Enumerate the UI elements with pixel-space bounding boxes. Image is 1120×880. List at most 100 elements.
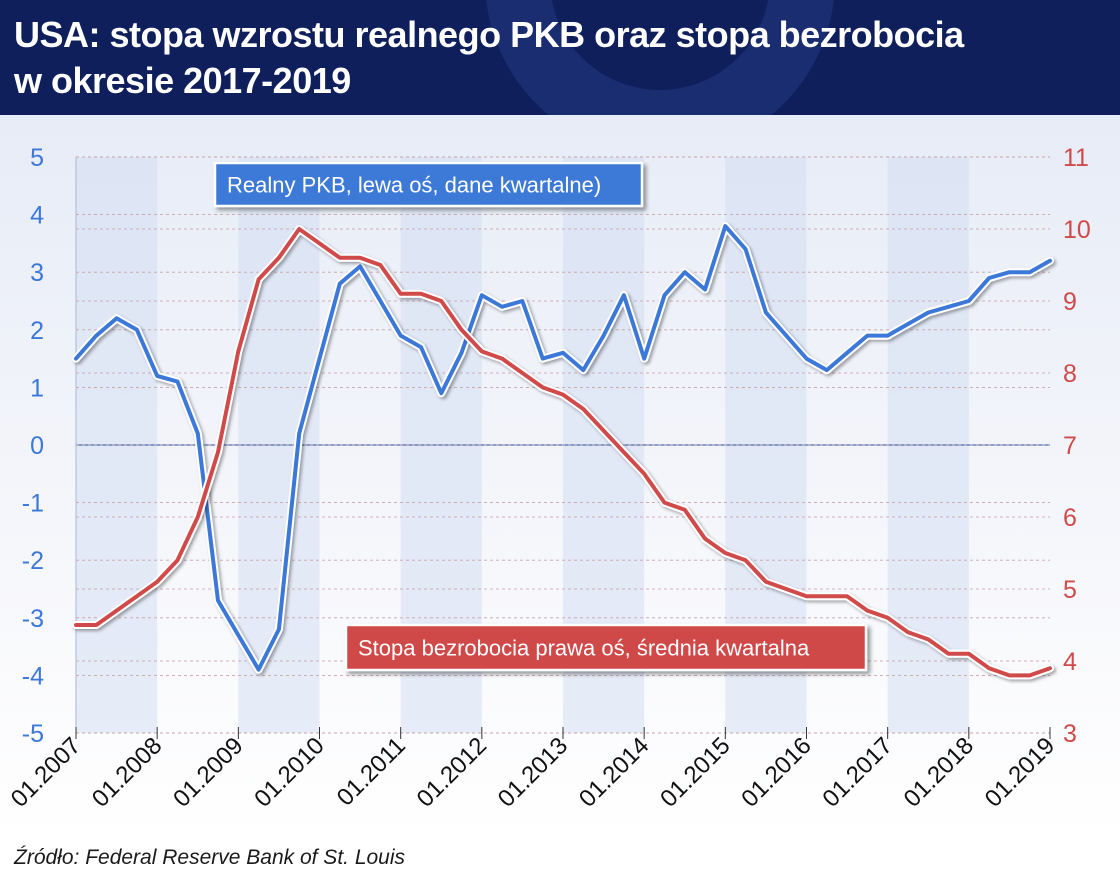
gdp-point — [217, 599, 219, 602]
unemployment-point — [887, 617, 889, 619]
gdp-point — [115, 317, 118, 319]
gdp-point — [643, 358, 645, 360]
right-tick-label: 8 — [1063, 360, 1077, 388]
left-tick-label: -5 — [22, 720, 44, 748]
series-lines — [72, 222, 1054, 680]
unemployment-point — [95, 624, 97, 626]
x-tick-label: 01.2008 — [87, 732, 167, 812]
x-tick-label: 01.2014 — [574, 732, 654, 812]
unemployment-point — [846, 595, 848, 597]
unemployment-point — [176, 559, 179, 561]
unemployment-point — [359, 257, 361, 259]
gdp-point — [420, 346, 422, 348]
gdp-point — [237, 634, 239, 636]
gdp-point — [1008, 271, 1011, 273]
x-tick-label: 01.2016 — [736, 732, 816, 812]
gdp-point — [704, 288, 706, 291]
gdp-point — [623, 294, 625, 296]
gdp-point — [562, 352, 564, 354]
unemployment-point — [197, 516, 199, 518]
gdp-point — [887, 334, 889, 337]
right-tick-label: 4 — [1063, 648, 1077, 676]
gdp-point — [684, 271, 686, 273]
gdp-point — [197, 432, 199, 435]
unemployment-point — [602, 430, 605, 432]
unemployment-point — [684, 509, 686, 511]
series-label-text: Realny PKB, lewa oś, dane kwartalne) — [227, 173, 601, 198]
x-tick-label: 01.2013 — [493, 732, 573, 812]
unemployment-point — [298, 228, 300, 230]
x-tick-label: 01.2007 — [6, 732, 86, 812]
unemployment-point — [785, 588, 787, 590]
left-tick-label: -3 — [22, 605, 44, 633]
chart-header: USA: stopa wzrostu realnego PKB oraz sto… — [0, 0, 1120, 115]
header-watermark-circle — [486, 0, 834, 115]
unemployment-point — [866, 610, 868, 612]
gdp-point — [359, 265, 361, 268]
unemployment-point — [460, 329, 463, 331]
gdp-point — [298, 432, 300, 435]
right-tick-label: 5 — [1063, 576, 1077, 604]
unemployment-point — [643, 473, 645, 475]
left-tick-label: 2 — [30, 317, 44, 345]
chart-title-line1: USA: stopa wzrostu realnego PKB oraz sto… — [14, 14, 964, 55]
x-tick-label: 01.2018 — [899, 732, 979, 812]
gdp-point — [1049, 260, 1051, 262]
unemployment-point — [318, 242, 321, 244]
unemployment-point — [562, 394, 564, 396]
x-tick-label: 01.2019 — [980, 732, 1060, 812]
gdp-point — [724, 225, 726, 227]
gdp-point — [663, 294, 666, 296]
right-tick-label: 11 — [1063, 144, 1089, 172]
unemployment-point — [1008, 674, 1011, 677]
gdp-point — [947, 306, 950, 308]
gdp-point — [745, 248, 747, 250]
unemployment-point — [805, 595, 808, 597]
unemployment-point — [501, 358, 503, 360]
unemployment-point — [156, 581, 158, 583]
gdp-point — [339, 283, 341, 285]
unemployment-point — [339, 257, 341, 259]
unemployment-point — [278, 257, 280, 259]
right-axis: 11 10 9 8 7 6 5 4 3 — [1063, 144, 1091, 748]
right-tick-label: 3 — [1063, 720, 1077, 748]
unemployment-point — [481, 350, 483, 352]
gdp-point — [400, 334, 402, 337]
left-tick-label: 3 — [30, 259, 44, 287]
gdp-point — [278, 628, 280, 630]
left-tick-label: 5 — [30, 144, 44, 172]
right-tick-label: 10 — [1063, 216, 1091, 244]
gdp-point — [826, 369, 828, 371]
unemployment-point — [440, 300, 442, 302]
unemployment-point — [400, 293, 402, 295]
gdp-point — [582, 369, 584, 371]
gdp-point — [440, 392, 442, 394]
gdp-point — [542, 358, 544, 360]
unemployment-point — [542, 386, 544, 388]
gdp-point — [460, 352, 463, 354]
gdp-point — [1029, 271, 1031, 273]
unemployment-point — [521, 372, 524, 374]
unemployment-point — [217, 451, 219, 453]
series-label-box — [213, 161, 644, 208]
gdp-point — [866, 334, 868, 337]
unemployment-point — [826, 595, 828, 597]
unemployment-point — [663, 502, 666, 504]
chart-title-line2: w okresie 2017-2019 — [14, 60, 351, 101]
unemployment-point — [947, 653, 950, 655]
gdp-point — [765, 311, 767, 314]
x-tick-label: 01.2012 — [412, 732, 492, 812]
series-labels: Realny PKB, lewa oś, dane kwartalne) Stop… — [213, 161, 868, 672]
unemployment-point — [765, 581, 767, 583]
series-label-text: Stopa bezrobocia prawa oś, średnia kwart… — [358, 636, 810, 661]
gdp-point — [785, 334, 787, 337]
left-tick-label: 1 — [30, 374, 44, 402]
gdp-point — [988, 277, 990, 279]
unemployment-point — [927, 638, 929, 641]
unemployment-point — [237, 350, 239, 352]
unemployment-point — [623, 451, 625, 453]
chart-title: USA: stopa wzrostu realnego PKB oraz sto… — [14, 12, 994, 104]
x-tick-label: 01.2009 — [168, 732, 248, 812]
unemployment-point — [420, 293, 422, 295]
unemployment-point — [582, 408, 584, 410]
